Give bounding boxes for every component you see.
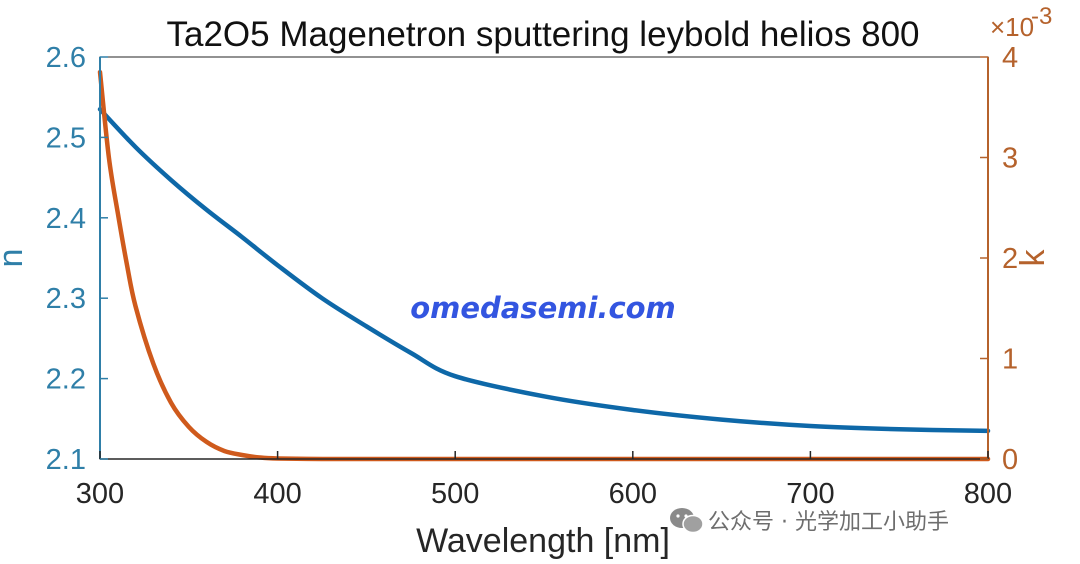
left-y-tick-label: 2.4: [46, 203, 86, 235]
watermark-site-text: omedasemi.com: [410, 291, 676, 325]
k-series-layer: [97, 69, 991, 462]
x-axis-label: Wavelength [nm]: [416, 522, 670, 560]
x-tick-label: 400: [253, 478, 301, 510]
x-ticks: 300 400 500 600 700 800: [76, 451, 1012, 510]
left-y-tick-label: 2.5: [46, 122, 86, 154]
x-tick-label: 300: [76, 478, 124, 510]
left-y-tick-label: 2.2: [46, 364, 86, 396]
plot-area-frame: [99, 56, 989, 460]
right-y-tick-label: 4: [1002, 42, 1018, 74]
left-y-tick-label: 2.1: [46, 444, 86, 476]
right-y-ticks: 0 1 2 3 4: [980, 42, 1018, 476]
x-tick-label: 500: [431, 478, 479, 510]
right-y-axis-label: k: [1014, 249, 1052, 267]
left-y-axis-label: n: [0, 249, 30, 268]
right-y-tick-label: 0: [1002, 444, 1018, 476]
x-tick-label: 800: [964, 478, 1012, 510]
right-axis-multiplier-exponent: -3: [1031, 3, 1052, 30]
n-series-layer: [97, 107, 991, 434]
k-series-line: [97, 69, 991, 462]
right-axis-multiplier: ×10: [990, 12, 1034, 42]
wechat-icon: [670, 508, 704, 534]
chart-title: Ta2O5 Magenetron sputtering leybold heli…: [167, 15, 920, 54]
right-y-tick-label: 2: [1002, 243, 1018, 275]
left-y-tick-label: 2.3: [46, 283, 86, 315]
x-tick-label: 700: [786, 478, 834, 510]
left-y-tick-label: 2.6: [46, 42, 86, 74]
n-series-line: [97, 107, 991, 434]
right-y-tick-label: 3: [1002, 143, 1018, 175]
watermark-wechat-text: 公众号 · 光学加工小助手: [708, 510, 949, 535]
left-y-ticks: 2.1 2.2 2.3 2.4 2.5 2.6: [46, 42, 108, 476]
x-tick-label: 600: [609, 478, 657, 510]
right-y-tick-label: 1: [1002, 344, 1018, 376]
